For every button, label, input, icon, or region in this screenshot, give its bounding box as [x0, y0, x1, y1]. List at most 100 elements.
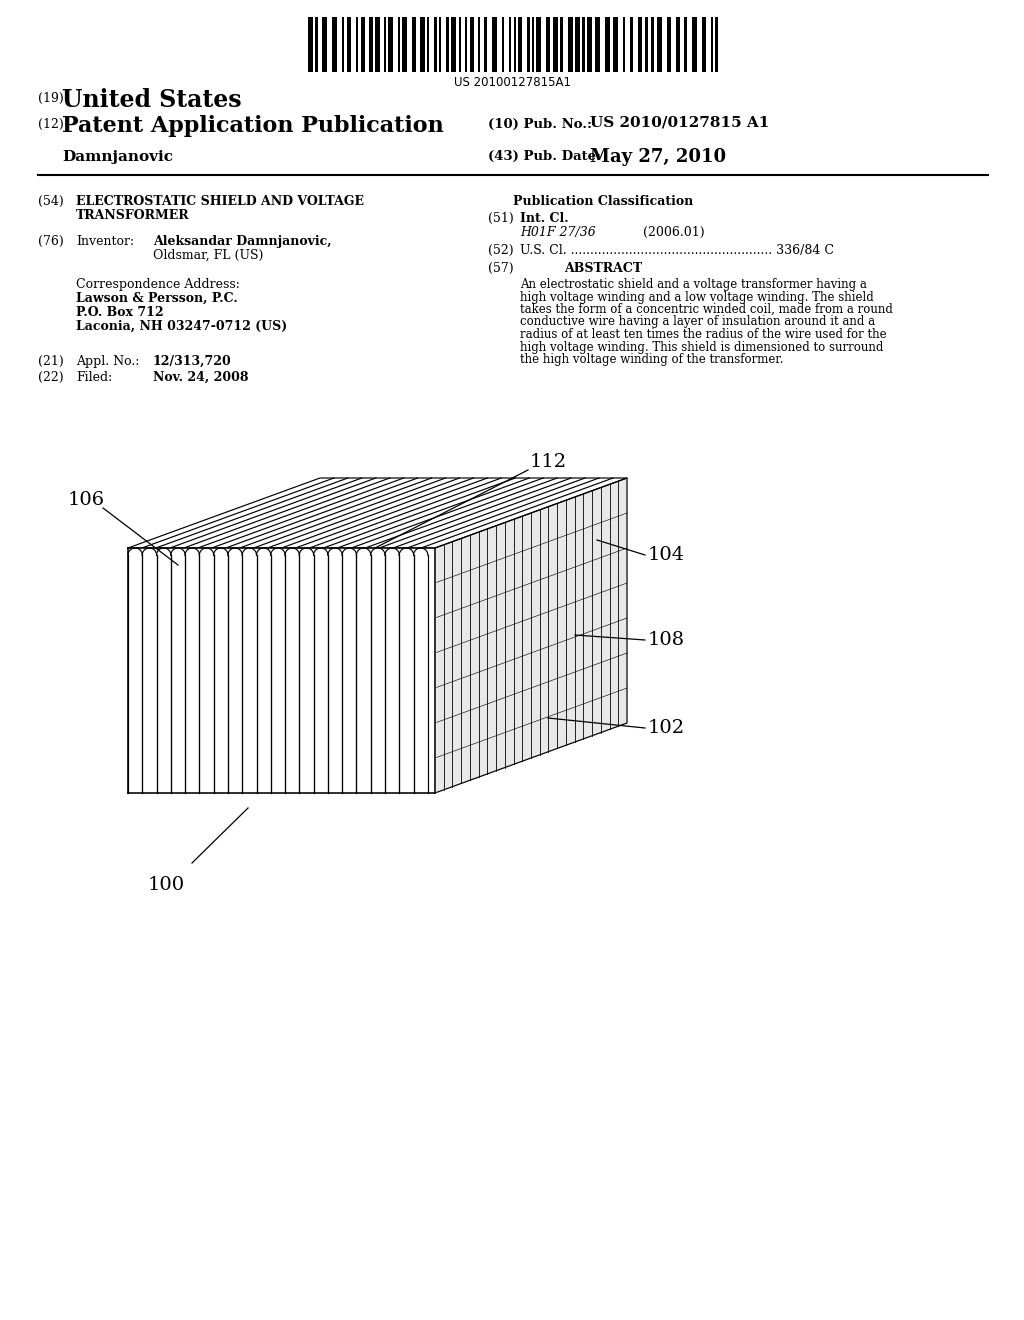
Text: TRANSFORMER: TRANSFORMER: [76, 209, 189, 222]
Bar: [605, 17, 610, 73]
Bar: [654, 17, 657, 73]
Bar: [492, 17, 497, 73]
Text: P.O. Box 712: P.O. Box 712: [76, 306, 164, 319]
Text: Filed:: Filed:: [76, 371, 113, 384]
Bar: [541, 17, 546, 73]
Bar: [365, 17, 369, 73]
Bar: [522, 17, 527, 73]
Bar: [327, 17, 332, 73]
Bar: [553, 17, 558, 73]
Bar: [527, 17, 530, 73]
Text: An electrostatic shield and a voltage transformer having a: An electrostatic shield and a voltage tr…: [520, 279, 867, 290]
Text: (10) Pub. No.:: (10) Pub. No.:: [488, 117, 592, 131]
Bar: [337, 17, 342, 73]
Bar: [534, 17, 536, 73]
Bar: [671, 17, 676, 73]
Text: (2006.01): (2006.01): [643, 226, 705, 239]
Bar: [514, 17, 516, 73]
Text: Laconia, NH 03247-0712 (US): Laconia, NH 03247-0712 (US): [76, 319, 288, 333]
Bar: [380, 17, 384, 73]
Bar: [369, 17, 373, 73]
Bar: [518, 17, 522, 73]
Bar: [680, 17, 684, 73]
Bar: [342, 17, 344, 73]
Bar: [662, 17, 667, 73]
Text: 12/313,720: 12/313,720: [153, 355, 231, 368]
Text: 106: 106: [68, 491, 105, 510]
Bar: [536, 17, 541, 73]
Text: US 20100127815A1: US 20100127815A1: [454, 77, 570, 88]
Bar: [400, 17, 402, 73]
Bar: [315, 17, 318, 73]
Bar: [439, 17, 441, 73]
Bar: [402, 17, 407, 73]
Bar: [351, 17, 356, 73]
Bar: [451, 17, 456, 73]
Bar: [509, 17, 511, 73]
Bar: [465, 17, 467, 73]
Bar: [502, 17, 504, 73]
Text: (43) Pub. Date:: (43) Pub. Date:: [488, 150, 601, 162]
Bar: [580, 17, 582, 73]
Bar: [308, 17, 313, 73]
Bar: [563, 17, 568, 73]
Bar: [610, 17, 613, 73]
Bar: [318, 17, 322, 73]
Bar: [425, 17, 427, 73]
Bar: [470, 17, 474, 73]
Bar: [595, 17, 600, 73]
Bar: [623, 17, 625, 73]
Bar: [657, 17, 662, 73]
Bar: [437, 17, 439, 73]
Bar: [484, 17, 487, 73]
Bar: [356, 17, 358, 73]
Bar: [711, 17, 713, 73]
Text: takes the form of a concentric winded coil, made from a round: takes the form of a concentric winded co…: [520, 304, 893, 315]
Bar: [313, 17, 315, 73]
Text: Nov. 24, 2008: Nov. 24, 2008: [153, 371, 249, 384]
Bar: [645, 17, 648, 73]
Bar: [441, 17, 446, 73]
Bar: [393, 17, 398, 73]
Bar: [347, 17, 351, 73]
Polygon shape: [128, 478, 627, 548]
Bar: [702, 17, 706, 73]
Bar: [407, 17, 412, 73]
Text: (21): (21): [38, 355, 63, 368]
Bar: [516, 17, 518, 73]
Bar: [638, 17, 642, 73]
Bar: [625, 17, 630, 73]
Bar: [582, 17, 585, 73]
Polygon shape: [128, 548, 435, 793]
Bar: [687, 17, 692, 73]
Bar: [461, 17, 465, 73]
Bar: [592, 17, 595, 73]
Bar: [568, 17, 573, 73]
Text: 100: 100: [148, 876, 185, 894]
Polygon shape: [435, 478, 627, 793]
Bar: [613, 17, 618, 73]
Text: ELECTROSTATIC SHIELD AND VOLTAGE: ELECTROSTATIC SHIELD AND VOLTAGE: [76, 195, 364, 209]
Text: Damnjanovic: Damnjanovic: [62, 150, 173, 164]
Text: Int. Cl.: Int. Cl.: [520, 213, 568, 224]
Bar: [573, 17, 575, 73]
Text: (57): (57): [488, 261, 514, 275]
Text: (76): (76): [38, 235, 63, 248]
Text: Publication Classification: Publication Classification: [513, 195, 693, 209]
Bar: [575, 17, 580, 73]
Text: Aleksandar Damnjanovic,: Aleksandar Damnjanovic,: [153, 235, 332, 248]
Text: US 2010/0127815 A1: US 2010/0127815 A1: [590, 116, 769, 129]
Text: ABSTRACT: ABSTRACT: [564, 261, 642, 275]
Text: Appl. No.:: Appl. No.:: [76, 355, 139, 368]
Bar: [388, 17, 393, 73]
Bar: [715, 17, 718, 73]
Bar: [618, 17, 623, 73]
Bar: [420, 17, 425, 73]
Bar: [504, 17, 509, 73]
Bar: [361, 17, 365, 73]
Bar: [546, 17, 550, 73]
Bar: [358, 17, 361, 73]
Bar: [550, 17, 553, 73]
Bar: [532, 17, 534, 73]
Bar: [416, 17, 420, 73]
